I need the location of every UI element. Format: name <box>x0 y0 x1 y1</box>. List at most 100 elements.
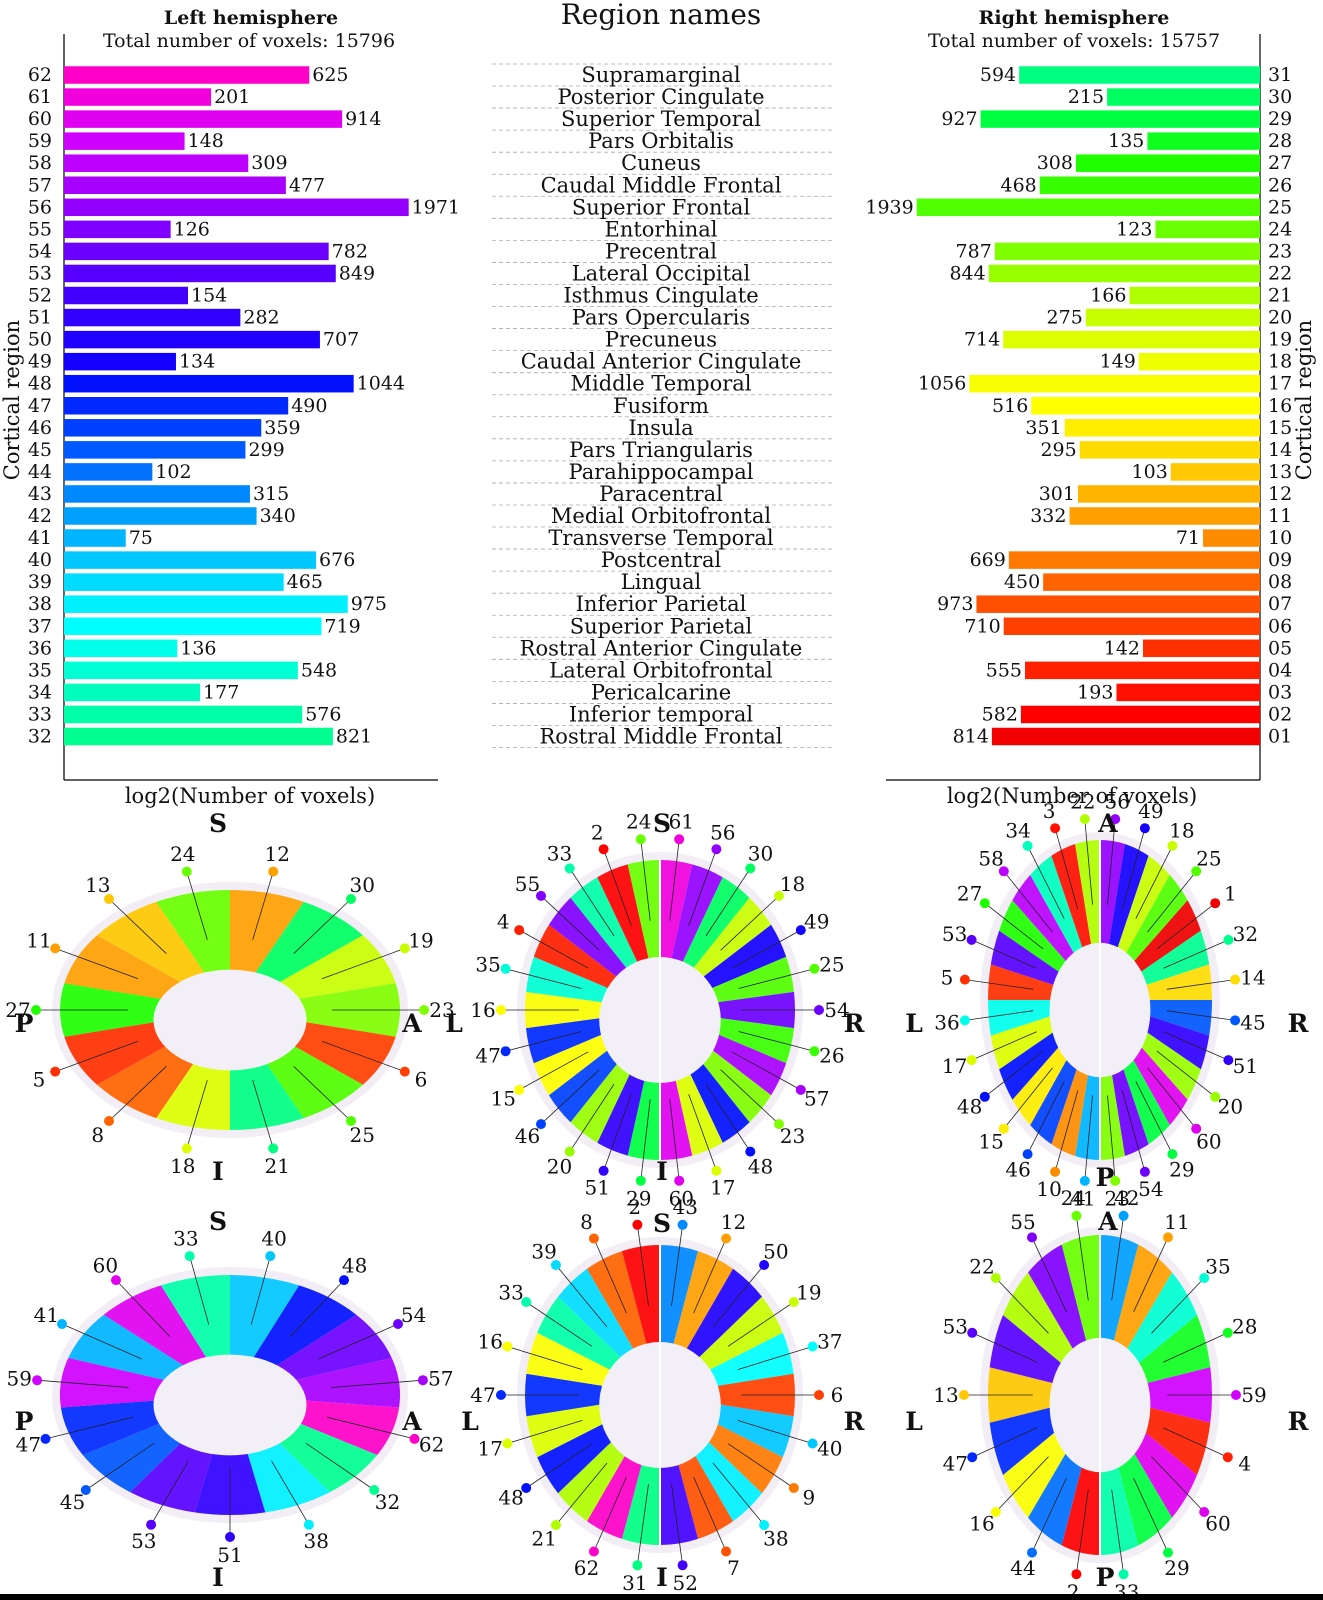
region-number-label: 2 <box>591 820 604 844</box>
region-marker-dot <box>146 1519 157 1530</box>
region-marker-dot <box>1079 814 1090 825</box>
left-region-number: 32 <box>28 726 52 748</box>
orientation-letter-a: A <box>401 1009 422 1038</box>
right-region-number: 30 <box>1268 86 1292 108</box>
region-leader-line <box>1156 902 1216 950</box>
region-leader-line <box>85 1442 155 1491</box>
region-leader-line <box>555 1264 608 1328</box>
left-bar-value: 359 <box>264 417 300 439</box>
right-bar-value: 215 <box>1068 86 1104 108</box>
region-marker-dot <box>104 1116 114 1126</box>
right-bar-value: 516 <box>992 395 1028 417</box>
region-number-label: 7 <box>727 1556 740 1580</box>
region-number-label: 22 <box>1070 789 1095 813</box>
left-region-number: 62 <box>28 64 52 86</box>
left-region-number: 49 <box>28 351 52 373</box>
region-name: Caudal Middle Frontal <box>541 173 782 197</box>
right-region-number: 15 <box>1268 417 1292 439</box>
right-bar <box>1075 154 1260 172</box>
region-number-label: 54 <box>824 998 849 1022</box>
left-bar <box>64 198 409 217</box>
region-marker-dot <box>1071 1569 1082 1580</box>
right-bar-value: 714 <box>964 329 1000 351</box>
region-marker-dot <box>225 1532 235 1542</box>
right-bar <box>1085 308 1260 327</box>
left-bar-value: 707 <box>323 329 359 351</box>
region-name: Middle Temporal <box>570 372 751 396</box>
region-name: Supramarginal <box>581 63 741 87</box>
region-leader-line <box>964 979 1034 990</box>
white-matter <box>153 969 307 1071</box>
region-leader-line <box>186 1080 208 1149</box>
right-bar <box>1039 176 1260 194</box>
region-number-label: 11 <box>26 929 51 953</box>
region-leader-line <box>186 871 208 940</box>
region-number-label: 56 <box>710 820 735 844</box>
left-bar <box>64 419 262 437</box>
region-marker-dot <box>1223 934 1234 945</box>
right-bar <box>1069 507 1260 525</box>
region-name: Pars Orbitalis <box>588 129 734 153</box>
region-marker-dot <box>959 1390 969 1400</box>
region-leader-line <box>1027 845 1065 919</box>
region-leader-line <box>1031 1477 1067 1553</box>
right-region-number: 28 <box>1268 130 1292 152</box>
right-region-number: 16 <box>1268 395 1292 417</box>
left-bar-value: 282 <box>243 307 279 329</box>
region-leader-line <box>1121 828 1146 910</box>
region-name: Isthmus Cingulate <box>563 284 758 308</box>
region-marker-dot <box>966 1055 977 1066</box>
region-leader-line <box>995 1277 1049 1334</box>
left-bar-value: 309 <box>251 152 287 174</box>
right-region-number: 22 <box>1268 262 1292 284</box>
white-matter <box>153 1354 307 1456</box>
region-marker-dot <box>774 890 784 901</box>
region-name: Fusiform <box>613 394 709 418</box>
region-number-label: 8 <box>91 1123 104 1147</box>
right-region-number: 11 <box>1268 505 1292 527</box>
region-number-label: 46 <box>515 1124 540 1148</box>
right-bar <box>1003 617 1260 635</box>
region-leader-line <box>637 1484 649 1566</box>
region-marker-dot <box>1139 823 1150 834</box>
region-number-label: 54 <box>401 1303 426 1327</box>
region-name: Entorhinal <box>605 217 718 241</box>
region-marker-dot <box>1222 1452 1233 1463</box>
region-marker-dot <box>50 943 61 954</box>
region-name: Superior Temporal <box>561 107 761 131</box>
region-number-label: 27 <box>5 998 30 1022</box>
left-bar <box>64 330 320 349</box>
region-leader-line <box>1163 1031 1229 1061</box>
region-number-label: 15 <box>978 1129 1003 1153</box>
right-bar-value: 351 <box>1025 417 1061 439</box>
right-bar <box>1129 286 1260 305</box>
region-number-label: 41 <box>34 1303 59 1327</box>
left-bar-value: 154 <box>191 285 227 307</box>
region-name: Insula <box>628 416 693 440</box>
left-region-number: 48 <box>28 373 52 395</box>
right-bar-value: 669 <box>970 549 1006 571</box>
bottom-border <box>0 1594 1323 1600</box>
region-marker-dot <box>1191 1123 1202 1134</box>
left-bar-value: 148 <box>188 130 224 152</box>
region-leader-line <box>984 902 1044 950</box>
left-bar <box>64 485 250 503</box>
left-region-number: 54 <box>28 240 52 262</box>
region-marker-dot <box>521 1483 532 1493</box>
region-marker-dot <box>40 1433 51 1444</box>
region-marker-dot <box>998 866 1009 877</box>
region-number-label: 44 <box>1010 1556 1035 1580</box>
region-leader-line <box>1054 828 1079 910</box>
region-number-label: 48 <box>957 1094 982 1118</box>
region-number-label: 23 <box>1104 1187 1129 1211</box>
region-number-label: 20 <box>547 1154 572 1178</box>
region-number-label: 25 <box>819 953 844 977</box>
left-region-number: 56 <box>28 196 52 218</box>
region-leader-line <box>1147 1067 1197 1129</box>
region-number-label: 47 <box>475 1044 500 1068</box>
right-bar-value: 814 <box>953 726 989 748</box>
region-leader-line <box>1111 1489 1124 1575</box>
left-y-axis-label: Cortical region <box>0 320 24 480</box>
region-number-label: 53 <box>943 1315 968 1339</box>
region-number-label: 35 <box>475 953 500 977</box>
